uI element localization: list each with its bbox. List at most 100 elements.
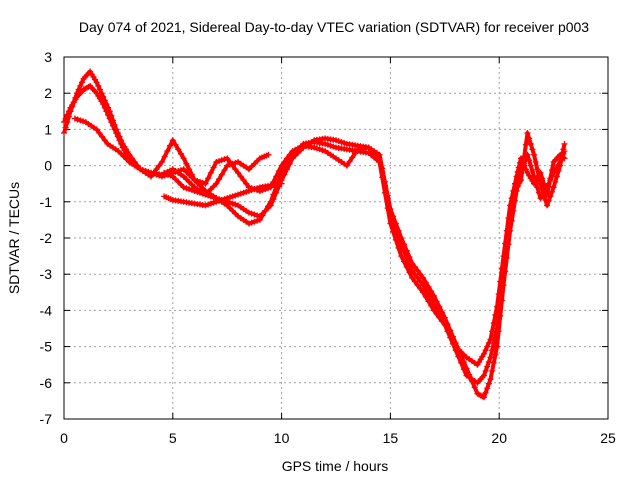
data-point-fill (175, 178, 182, 185)
data-point-fill (80, 118, 87, 125)
data-point-fill (65, 108, 72, 115)
data-point-fill (172, 141, 179, 148)
data-point (544, 202, 551, 209)
data-point (180, 155, 187, 162)
y-tick-label: -3 (40, 266, 53, 282)
data-point-fill (458, 359, 465, 366)
data-point-fill (153, 166, 160, 173)
data-point-fill (511, 180, 518, 187)
data-point-fill (226, 161, 233, 168)
data-point-fill (186, 186, 193, 193)
data-point-fill (183, 168, 190, 175)
data-point-fill (485, 358, 492, 365)
data-point-fill (237, 190, 244, 197)
data-point-fill (205, 188, 212, 195)
data-point (61, 130, 67, 137)
data-point (61, 119, 67, 126)
data-point-fill (384, 196, 391, 203)
data-point-fill (335, 138, 342, 145)
data-point-fill (199, 190, 206, 197)
data-point (557, 162, 564, 169)
data-point (420, 274, 427, 281)
data-point (365, 144, 372, 151)
data-point-fill (197, 189, 203, 196)
data-point (494, 325, 501, 332)
data-point (487, 336, 494, 343)
data-point-fill (229, 160, 236, 167)
data-point-fill (521, 162, 528, 169)
data-point (202, 191, 209, 198)
data-point (480, 394, 487, 401)
series-track-4 (161, 151, 272, 198)
data-point-fill (460, 351, 467, 358)
data-point-fill (216, 176, 223, 183)
data-point (278, 180, 285, 187)
data-point (115, 148, 122, 155)
y-tick-label: -4 (40, 302, 53, 318)
data-point-fill (254, 158, 261, 165)
data-point-fill (411, 278, 418, 285)
data-point-fill (330, 143, 337, 150)
data-point-fill (495, 291, 502, 298)
chart-title: Day 074 of 2021, Sidereal Day-to-day VTE… (79, 19, 589, 35)
data-point-fill (489, 328, 496, 335)
data-point (544, 191, 551, 198)
data-point (267, 198, 274, 205)
data-point (158, 158, 165, 165)
series-trace (74, 116, 566, 367)
data-point-fill (492, 311, 499, 318)
data-point-fill (534, 166, 541, 173)
data-point-fill (254, 212, 261, 219)
data-point-fill (164, 148, 171, 155)
data-point-fill (444, 324, 451, 331)
data-point-fill (422, 286, 429, 293)
data-point (480, 350, 487, 357)
series-track-3 (71, 115, 568, 368)
data-point-fill (403, 254, 410, 261)
data-point-fill (177, 167, 184, 174)
data-point-fill (401, 248, 407, 255)
data-point (180, 173, 187, 180)
data-point (430, 292, 437, 299)
data-point-fill (406, 261, 413, 268)
data-point-fill (101, 137, 108, 144)
data-point-fill (455, 346, 462, 353)
data-point (224, 162, 231, 169)
data-point-fill (205, 201, 212, 208)
data-point-fill (401, 258, 407, 265)
data-point (202, 202, 209, 209)
data-point (106, 115, 113, 122)
data-point (213, 158, 220, 165)
data-point (531, 151, 538, 158)
data-point-fill (484, 385, 491, 392)
data-point-fill (105, 111, 112, 118)
data-point (235, 169, 242, 176)
data-point (420, 282, 427, 289)
data-point-fill (327, 142, 334, 149)
x-tick-labels: 0 5 10 15 20 25 (60, 430, 616, 446)
y-tick-label: 3 (44, 49, 52, 65)
data-point-fill (99, 133, 106, 140)
data-point-fill (379, 168, 386, 175)
data-point-fill (207, 169, 214, 176)
data-point-fill (381, 182, 388, 189)
data-point-fill (232, 192, 239, 199)
data-point-fill (482, 368, 489, 375)
data-point-fill (232, 210, 239, 217)
data-point-fill (210, 199, 217, 206)
data-point-fill (251, 211, 258, 218)
data-point-fill (485, 339, 492, 346)
data-point (500, 253, 507, 260)
data-point-fill (248, 163, 255, 170)
data-point-fill (422, 279, 429, 286)
data-point-fill (188, 181, 195, 188)
data-point-fill (156, 162, 163, 169)
data-point (224, 155, 231, 162)
data-point-fill (436, 309, 443, 316)
data-point (398, 242, 405, 249)
data-point-fill (433, 304, 440, 311)
data-point-fill (210, 183, 217, 190)
data-point-fill (216, 197, 223, 204)
data-point-fill (111, 126, 118, 133)
data-point (537, 169, 544, 176)
